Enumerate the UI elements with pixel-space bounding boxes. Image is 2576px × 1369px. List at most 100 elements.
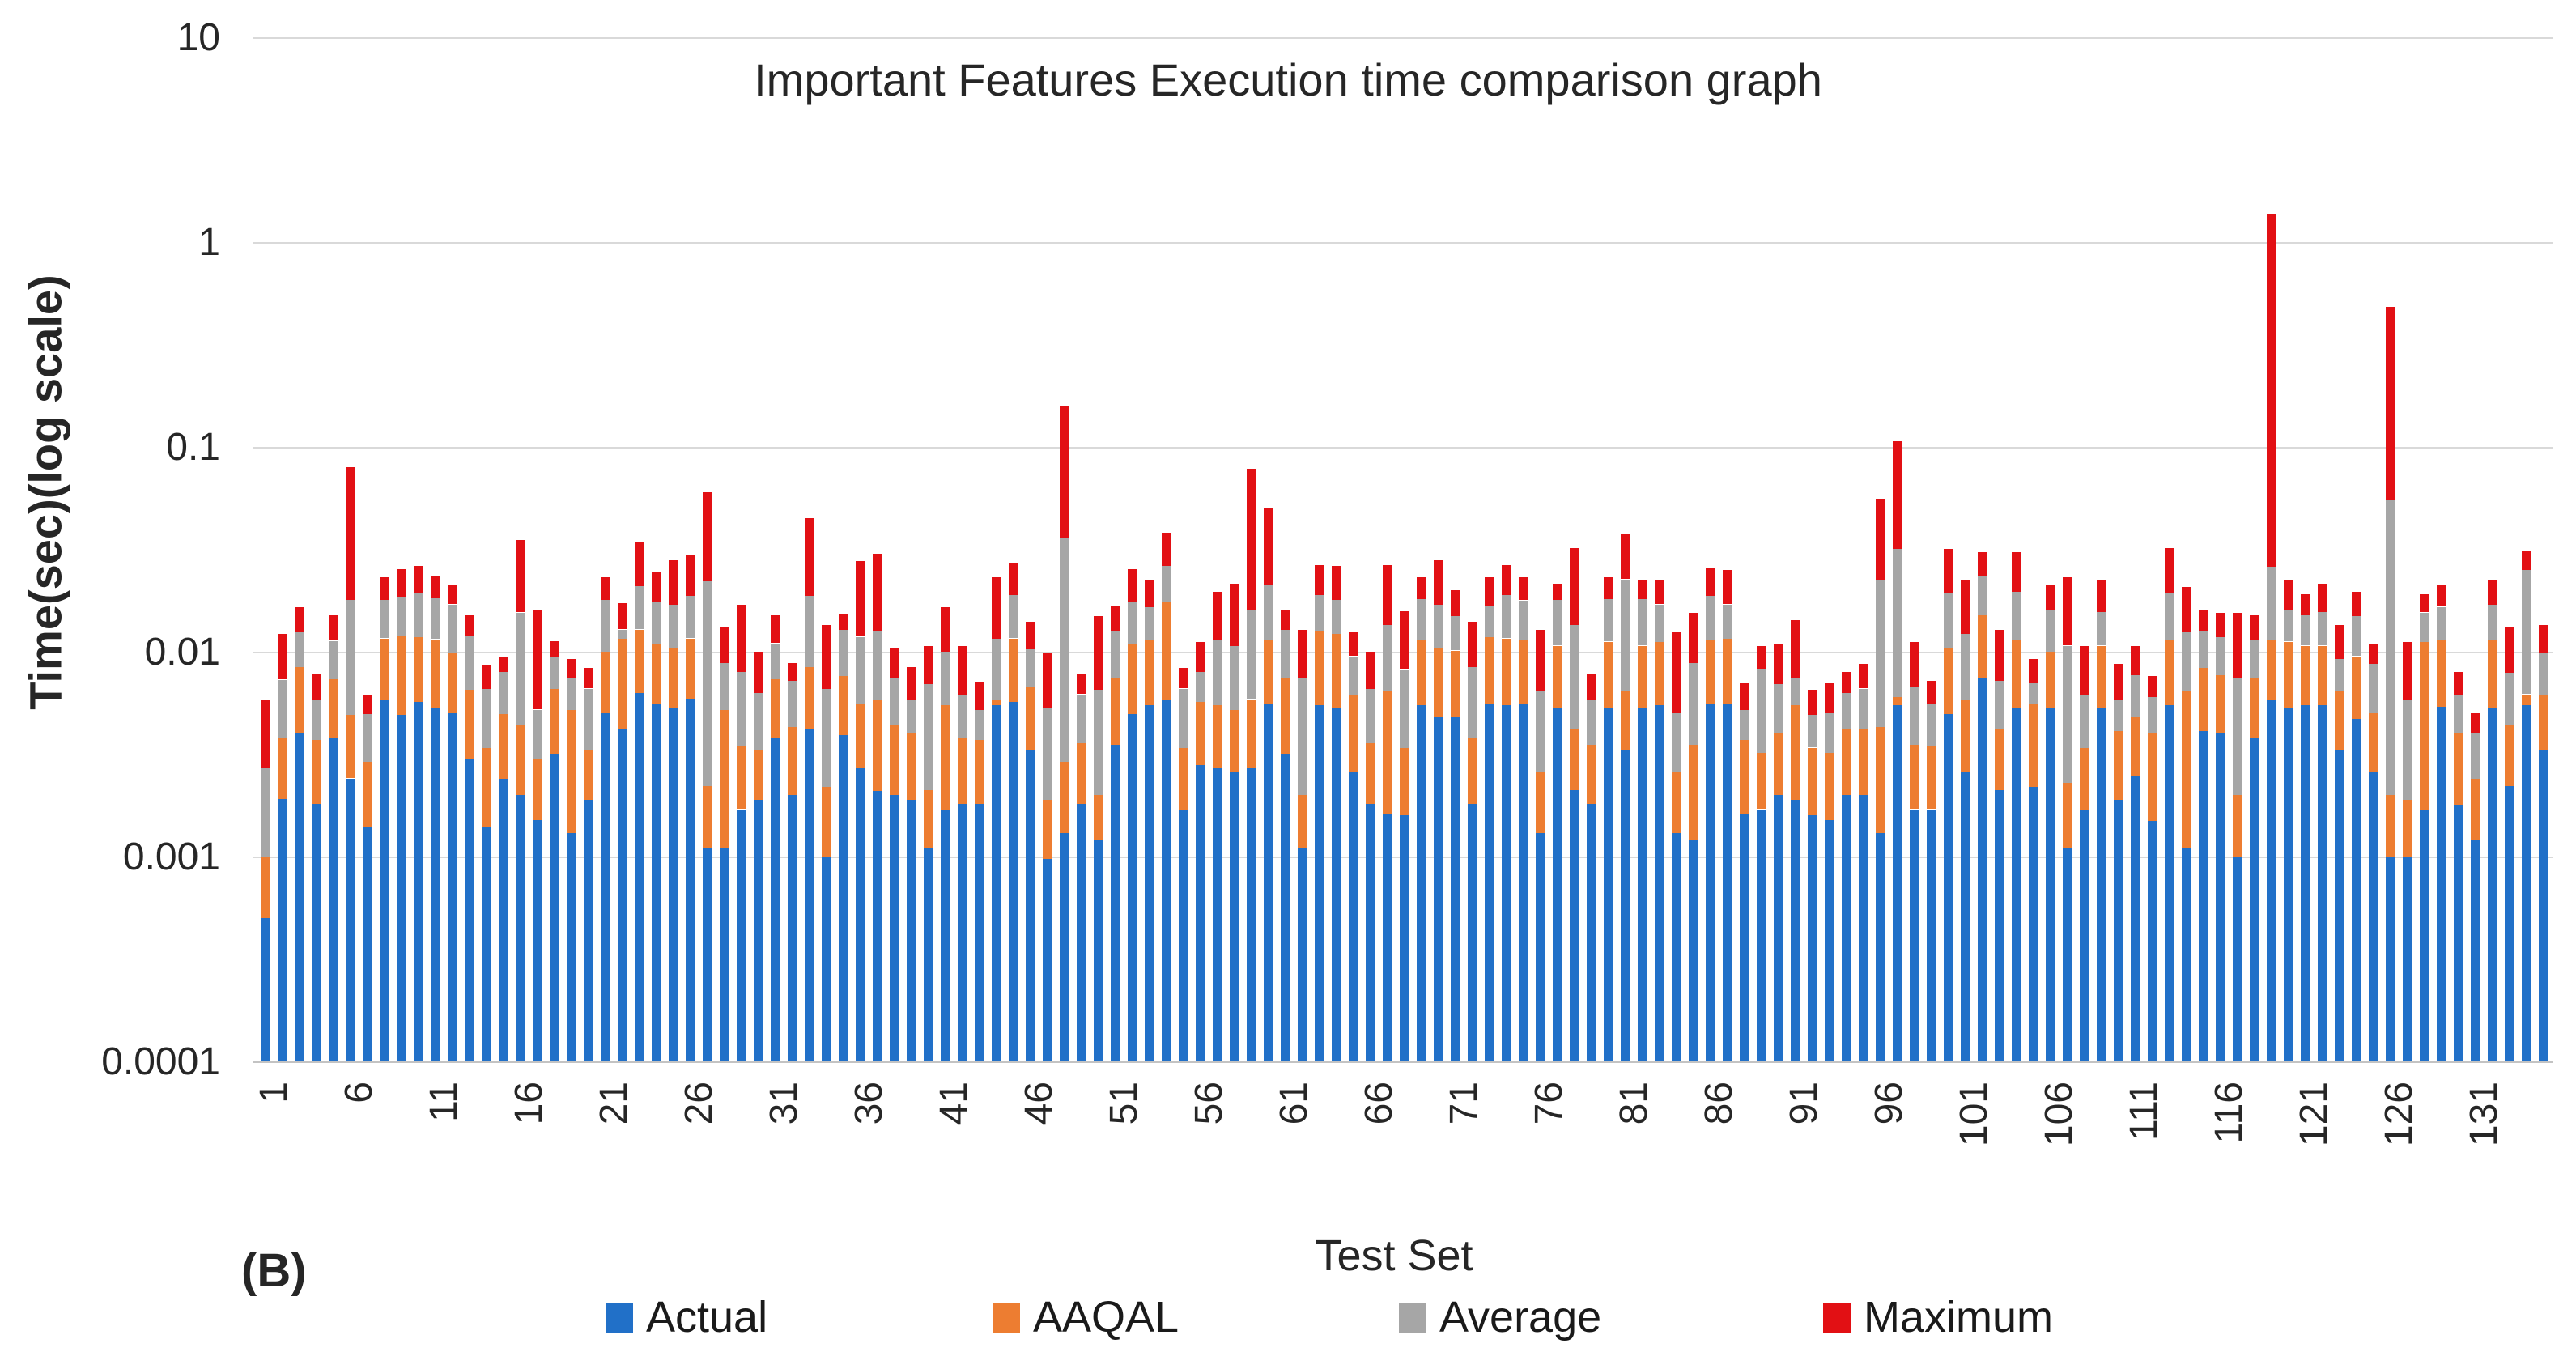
bar-segment-actual — [533, 820, 542, 1061]
bar-segment-actual — [1655, 705, 1664, 1061]
bar-segment-aaqal — [465, 690, 474, 759]
bar-segment-actual — [431, 708, 440, 1061]
bar-segment-actual — [312, 804, 321, 1061]
bar-segment-average — [1485, 606, 1494, 637]
x-axis-tick-label: 96 — [1868, 1082, 1911, 1125]
bar-segment-maximum — [1587, 674, 1596, 700]
bar-segment-aaqal — [1570, 729, 1579, 790]
x-axis-tick-label: 16 — [508, 1082, 550, 1125]
bar-segment-average — [1247, 610, 1256, 699]
bar-segment-average — [635, 585, 644, 629]
bar-segment-maximum — [2267, 214, 2276, 567]
bar-segment-aaqal — [2012, 640, 2021, 708]
bar-segment-maximum — [1859, 664, 1868, 688]
bar-segment-maximum — [2301, 594, 2310, 615]
bar-segment-actual — [1774, 795, 1783, 1061]
bar-segment-actual — [1706, 704, 1715, 1061]
legend-label-actual: Actual — [646, 1293, 768, 1341]
bar-segment-actual — [2097, 708, 2106, 1061]
bar-segment-average — [805, 596, 814, 667]
bar-segment-maximum — [533, 610, 542, 709]
y-axis-tick-label: 1 — [198, 221, 220, 264]
bar-segment-average — [873, 631, 882, 700]
y-axis-tick-label: 0.0001 — [101, 1040, 220, 1083]
bar-segment-maximum — [1672, 632, 1681, 713]
bar-segment-actual — [2318, 705, 2327, 1061]
bar-segment-average — [1077, 695, 1086, 743]
bar-segment-aaqal — [1689, 745, 1698, 840]
bar-segment-actual — [958, 804, 967, 1061]
bar-segment-aaqal — [1757, 753, 1766, 809]
bar-segment-average — [2454, 695, 2463, 733]
x-axis-tick-label: 106 — [2038, 1082, 2081, 1147]
bar-segment-aaqal — [1434, 648, 1443, 717]
bar-segment-aaqal — [958, 738, 967, 804]
bar-segment-maximum — [1162, 533, 1171, 566]
bar-segment-aaqal — [1111, 678, 1120, 745]
bar-segment-average — [533, 710, 542, 759]
bar-segment-maximum — [1213, 592, 1222, 640]
bar-segment-aaqal — [2250, 678, 2259, 738]
bar-segment-average — [652, 602, 661, 644]
bar-segment-average — [1723, 605, 1732, 639]
bar-segment-average — [516, 613, 525, 725]
bar-segment-actual — [346, 779, 355, 1061]
bar-segment-maximum — [2471, 713, 2480, 733]
bar-segment-maximum — [2148, 676, 2157, 697]
bar-segment-maximum — [2114, 664, 2123, 700]
bar-segment-actual — [1485, 704, 1494, 1061]
bar-segment-maximum — [2199, 610, 2208, 631]
gridline — [253, 242, 2553, 244]
bar-segment-actual — [414, 702, 423, 1061]
bar-segment-average — [703, 581, 712, 786]
bar-segment-average — [1145, 607, 1154, 640]
legend-swatch-average — [1399, 1302, 1426, 1333]
bar-segment-average — [907, 700, 916, 733]
gridline — [253, 447, 2553, 449]
bar-segment-actual — [1587, 804, 1596, 1061]
bar-segment-maximum — [890, 648, 899, 678]
bar-segment-average — [1927, 704, 1936, 746]
bar-segment-maximum — [2131, 646, 2140, 675]
bar-segment-maximum — [686, 555, 695, 596]
bar-segment-aaqal — [2063, 782, 2072, 848]
bar-segment-aaqal — [1026, 686, 1035, 750]
bar-segment-actual — [1978, 678, 1987, 1061]
bar-segment-maximum — [2250, 615, 2259, 640]
bar-segment-maximum — [652, 572, 661, 602]
bar-segment-average — [2233, 678, 2242, 795]
bar-segment-average — [1808, 715, 1817, 747]
bar-segment-actual — [567, 833, 576, 1061]
bar-segment-actual — [295, 733, 304, 1061]
x-axis-tick-label: 116 — [2208, 1082, 2251, 1144]
bar-segment-aaqal — [2454, 733, 2463, 805]
legend-label-average: Average — [1439, 1293, 1602, 1341]
bar-segment-aaqal — [1893, 697, 1902, 705]
bar-segment-average — [1638, 599, 1647, 645]
bar-segment-aaqal — [737, 745, 746, 809]
bar-segment-maximum — [278, 634, 287, 679]
bar-segment-aaqal — [1553, 646, 1562, 708]
bar-segment-maximum — [2437, 585, 2446, 606]
x-axis-tick-label: 51 — [1103, 1082, 1146, 1125]
bar-segment-average — [2369, 663, 2378, 713]
bar-segment-maximum — [2369, 644, 2378, 664]
bar-segment-actual — [703, 848, 712, 1061]
bar-segment-actual — [278, 799, 287, 1061]
bar-segment-average — [499, 672, 508, 714]
bar-segment-average — [1468, 667, 1477, 738]
bar-segment-actual — [1723, 704, 1732, 1061]
bar-segment-maximum — [1638, 580, 1647, 599]
bar-segment-average — [890, 678, 899, 725]
bar-segment-actual — [1604, 708, 1613, 1061]
bar-segment-actual — [1417, 705, 1426, 1061]
bar-segment-actual — [1145, 705, 1154, 1061]
bar-segment-aaqal — [2046, 652, 2055, 708]
bar-segment-maximum — [1111, 606, 1120, 631]
bar-segment-maximum — [1145, 580, 1154, 607]
bar-segment-aaqal — [2148, 733, 2157, 821]
bar-segment-aaqal — [499, 713, 508, 779]
bar-segment-actual — [1009, 702, 1018, 1061]
bar-segment-aaqal — [1485, 637, 1494, 704]
bar-segment-actual — [2284, 708, 2293, 1061]
